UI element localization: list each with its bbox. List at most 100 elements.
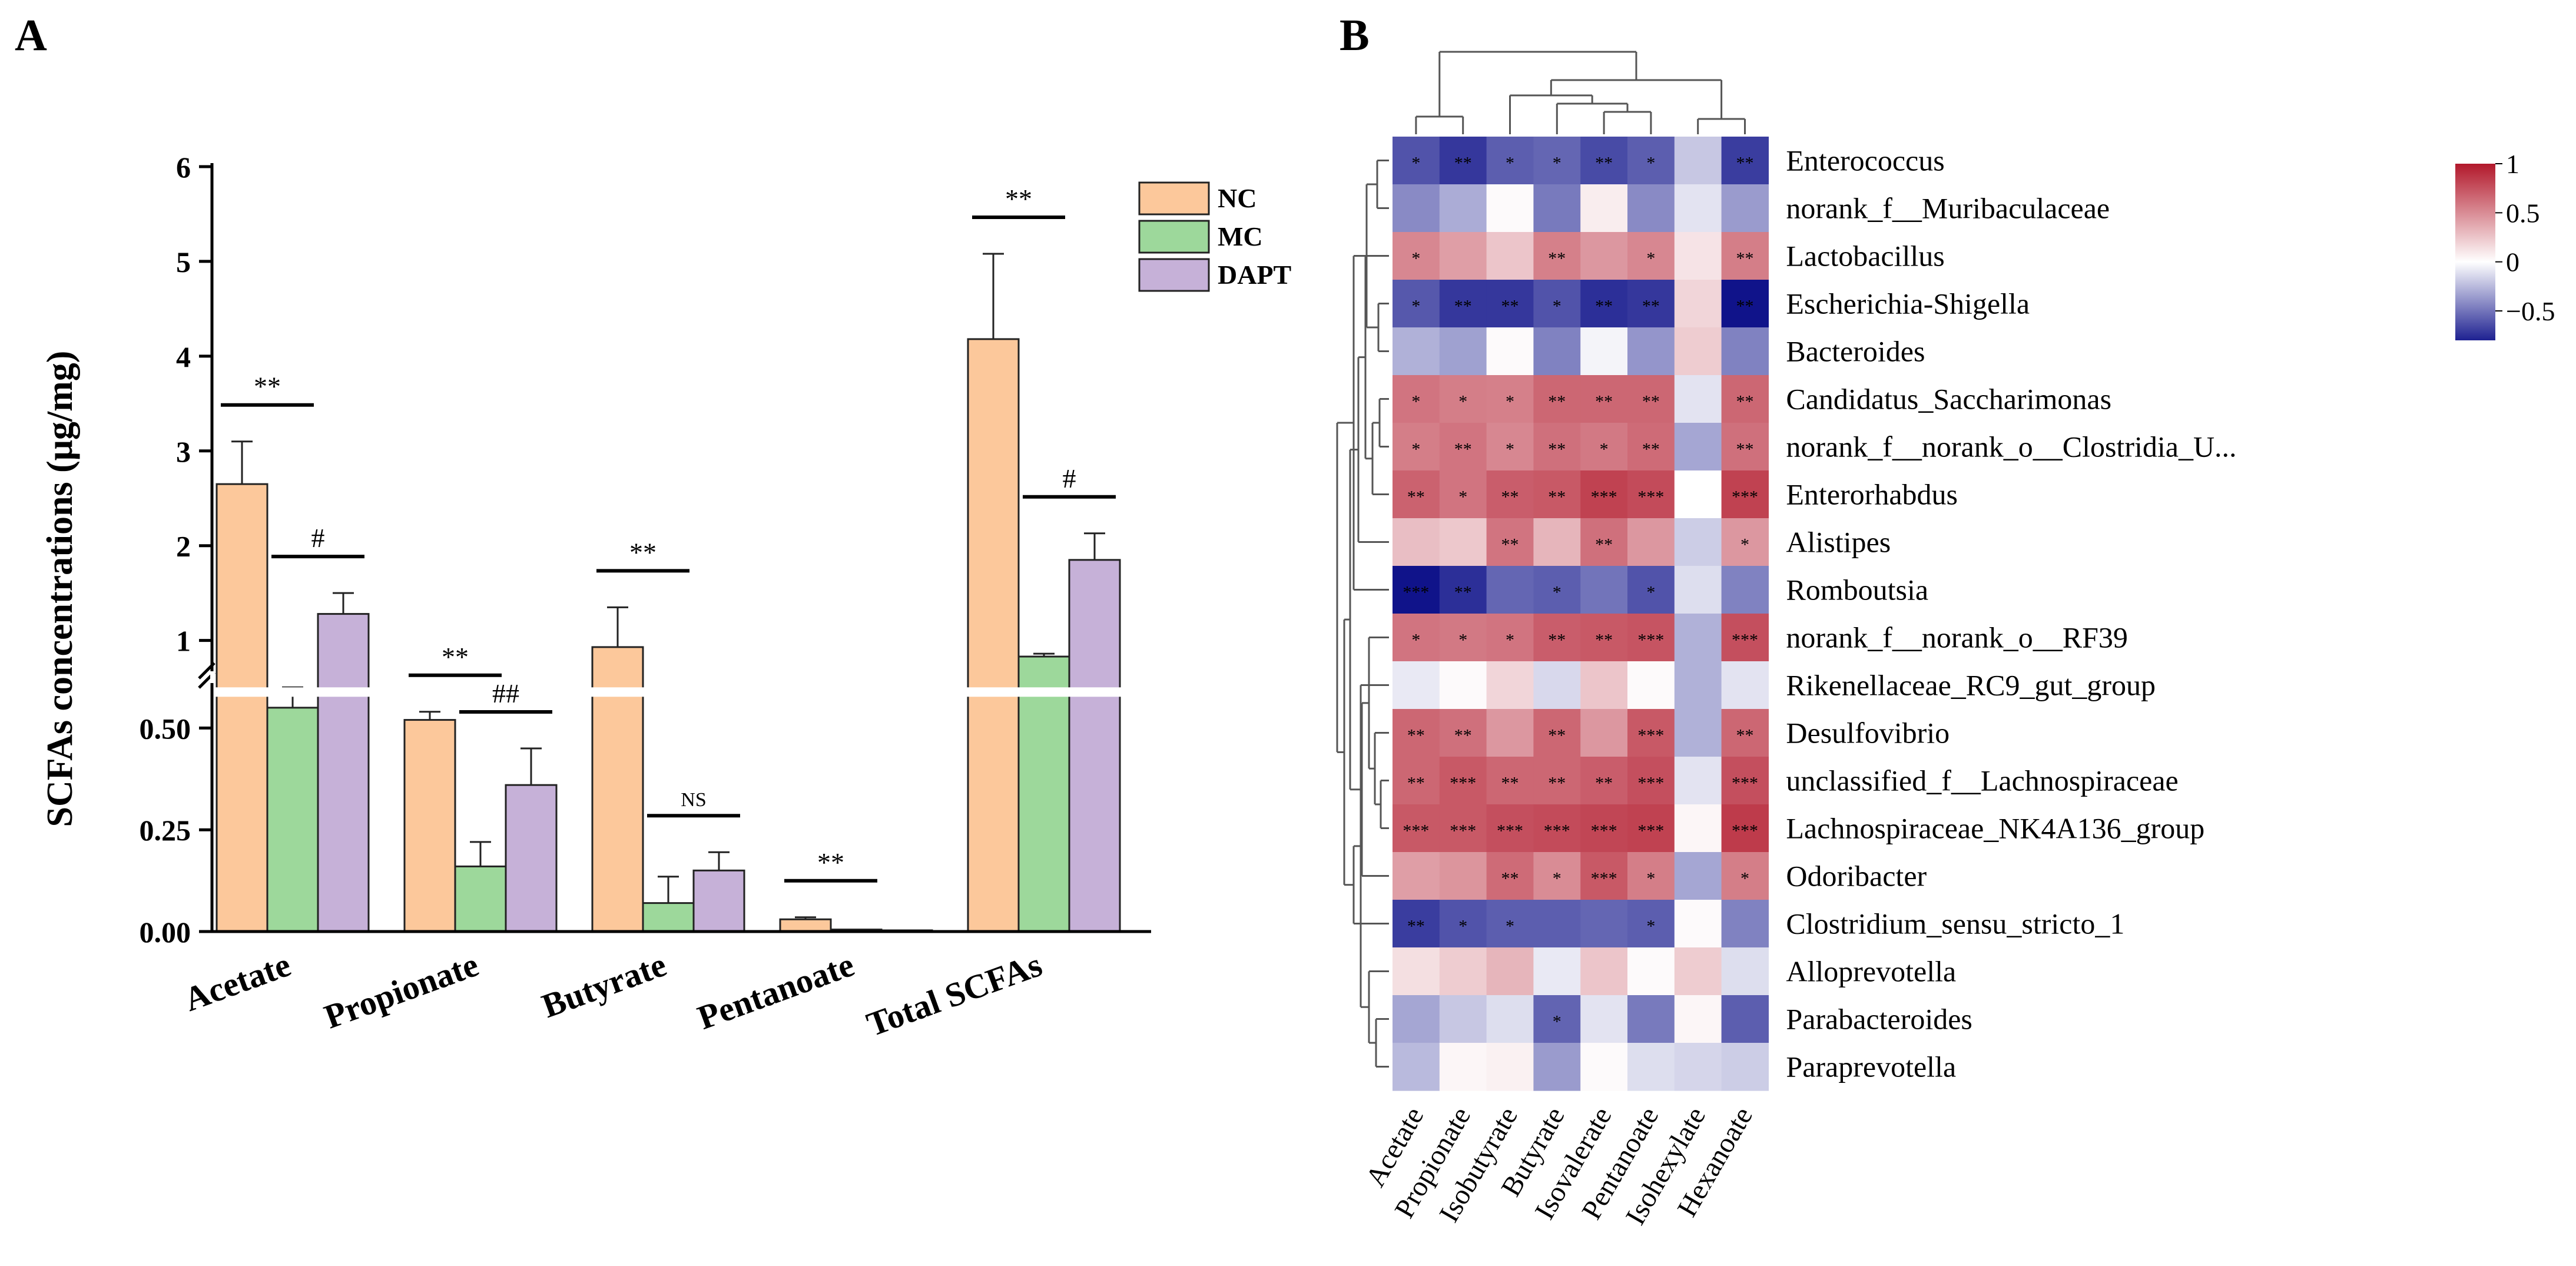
significance-star: ** — [1407, 774, 1425, 793]
significance-label: ** — [254, 372, 281, 402]
significance-star: * — [1553, 583, 1561, 602]
significance-star: ** — [1736, 154, 1754, 173]
heatmap-cell — [1439, 327, 1487, 376]
row-label: Alistipes — [1786, 526, 1891, 559]
significance-star: *** — [1732, 821, 1758, 841]
heatmap-cell — [1393, 518, 1440, 566]
significance-star: ** — [1407, 488, 1425, 507]
significance-star: *** — [1732, 488, 1758, 507]
heatmap-cell — [1721, 709, 1769, 757]
significance-star: * — [1740, 869, 1749, 889]
heatmap-cell — [1721, 852, 1769, 900]
significance-star: * — [1646, 154, 1655, 173]
significance-star: *** — [1637, 631, 1664, 650]
heatmap-cell — [1533, 470, 1581, 519]
bar — [266, 707, 319, 933]
significance-star: * — [1600, 440, 1609, 459]
heatmap: * ** * * ** * *** ** * *** ** ** * ** ** *** * * ** ** ** ***… — [1336, 51, 2555, 1230]
row-label: Lachnospiraceae_NK4A136_group — [1786, 812, 2204, 845]
significance-star: * — [1411, 154, 1420, 173]
heatmap-cell — [1393, 232, 1440, 280]
heatmap-cell — [1486, 232, 1534, 280]
significance-star: * — [1506, 440, 1514, 459]
x-category-label: Butyrate — [537, 945, 671, 1025]
heatmap-cell — [1580, 470, 1628, 519]
significance-star: ** — [1595, 297, 1613, 316]
heatmap-cell — [1533, 995, 1581, 1043]
heatmap-cell — [1580, 804, 1628, 853]
heatmap-cell — [1533, 709, 1581, 757]
heatmap-cell — [1533, 947, 1581, 996]
x-category-label: Propionate — [319, 945, 483, 1036]
heatmap-cell — [1627, 900, 1675, 948]
significance-star: ** — [1548, 249, 1566, 269]
row-label: norank_f__norank_o__Clostridia_U... — [1786, 430, 2236, 463]
significance-label: # — [311, 523, 325, 553]
bar — [692, 869, 745, 933]
heatmap-cell — [1674, 661, 1722, 710]
heatmap-cell — [1486, 327, 1534, 376]
significance-star: ** — [1407, 726, 1425, 745]
heatmap-cell — [1533, 661, 1581, 710]
heatmap-cell — [1393, 947, 1440, 996]
significance-star: * — [1411, 631, 1420, 650]
heatmap-cell — [1393, 566, 1440, 614]
heatmap-cell — [1721, 327, 1769, 376]
significance-star: ** — [1548, 726, 1566, 745]
significance-star: ** — [1548, 631, 1566, 650]
legend: NC MC DAPT — [1138, 181, 1291, 292]
significance-star: * — [1553, 1012, 1561, 1032]
heatmap-cell — [1580, 947, 1628, 996]
y-tick-label: 1 — [176, 625, 191, 658]
heatmap-cell — [1721, 1043, 1769, 1091]
significance-star: ** — [1548, 488, 1566, 507]
heatmap-cell — [1674, 375, 1722, 423]
row-label: Alloprevotella — [1786, 955, 1956, 988]
significance-star: ** — [1454, 297, 1472, 316]
row-label: Lactobacillus — [1786, 240, 1944, 273]
heatmap-cell — [1674, 518, 1722, 566]
y-tick-label: 0.00 — [140, 916, 191, 949]
legend-swatch — [1138, 258, 1210, 292]
y-tick-label: 6 — [176, 151, 191, 184]
significance-star: * — [1458, 488, 1467, 507]
heatmap-cell — [1674, 1043, 1722, 1091]
significance-star: *** — [1403, 821, 1429, 841]
heatmap-cell — [1393, 614, 1440, 662]
panel-label-a: A — [15, 11, 47, 60]
significance-label: ** — [629, 537, 657, 567]
significance-star: *** — [1732, 774, 1758, 793]
significance-star: ** — [1736, 297, 1754, 316]
heatmap-cell — [1486, 614, 1534, 662]
bar — [1017, 655, 1070, 933]
row-label: Parabacteroides — [1786, 1003, 1972, 1036]
heatmap-cell — [1580, 280, 1628, 328]
row-label: norank_f__norank_o__RF39 — [1786, 621, 2128, 654]
heatmap-cell — [1674, 947, 1722, 996]
row-label: unclassified_f__Lachnospiraceae — [1786, 764, 2178, 797]
heatmap-cell — [1674, 709, 1722, 757]
heatmap-cell — [1627, 423, 1675, 471]
heatmap-cell — [1627, 280, 1675, 328]
heatmap-cell — [1627, 518, 1675, 566]
significance-star: *** — [1403, 583, 1429, 602]
heatmap-cell — [1721, 804, 1769, 853]
heatmap-cell — [1439, 947, 1487, 996]
heatmap-cell — [1533, 327, 1581, 376]
heatmap-cell — [1580, 995, 1628, 1043]
heatmap-cell — [1580, 232, 1628, 280]
heatmap-cell — [1721, 232, 1769, 280]
significance-star: ** — [1595, 631, 1613, 650]
heatmap-cell — [1486, 566, 1534, 614]
heatmap-cell — [1627, 995, 1675, 1043]
significance-star: ** — [1642, 440, 1660, 459]
heatmap-cell — [1580, 566, 1628, 614]
heatmap-cell — [1580, 423, 1628, 471]
significance-star: * — [1553, 154, 1561, 173]
significance-star: ** — [1454, 583, 1472, 602]
heatmap-cell — [1580, 900, 1628, 948]
significance-star: * — [1458, 392, 1467, 412]
heatmap-cell — [1486, 518, 1534, 566]
significance-label: ## — [492, 678, 519, 708]
